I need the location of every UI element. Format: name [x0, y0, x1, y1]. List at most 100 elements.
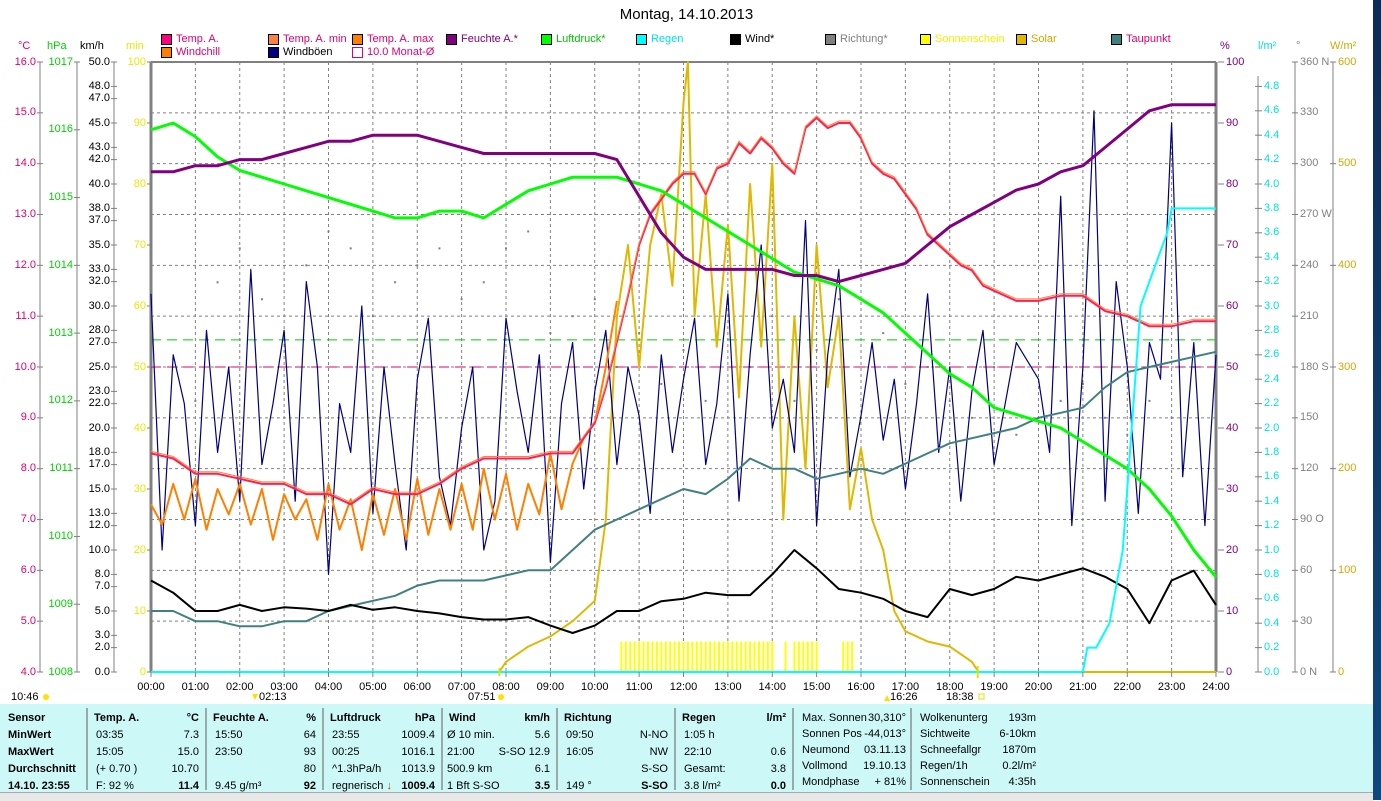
axis-tick-humidity: 0: [1226, 665, 1233, 678]
axis-tick-wind: 22.0: [88, 397, 110, 410]
axis-tick-wind: 38.0: [88, 201, 110, 214]
axis-tick-rain: 2.6: [1264, 348, 1280, 361]
series-luftdruck: [150, 121, 1218, 579]
panel-cell-label: 23:55: [332, 729, 360, 741]
panel-cell-value: 1009.4: [401, 780, 435, 792]
panel-cell-label: 15:05: [96, 746, 124, 758]
legend-label: Temp. A. max: [367, 33, 434, 45]
panel-col-direction: Richtung 09:50 N-NO 16:05 NW S-SO 149 ° S-SO: [558, 708, 676, 792]
sunshine-bar: [749, 641, 752, 672]
sunshine-bar: [846, 641, 849, 672]
panel-row-label: MinWert: [8, 729, 52, 741]
weather-chart: 00:00 01:00 02:00 03:00 04:00 05:00 06:00 07:00…: [11, 61, 1336, 703]
direction-point: [394, 281, 397, 284]
axis-tick-wind: 10.0: [88, 543, 110, 556]
legend-label: Solar: [1031, 33, 1057, 45]
panel-cell-value: 0.0: [770, 780, 786, 792]
weather-label: Sonnenschein: [920, 776, 990, 788]
axis-tick-temp: 4.0: [20, 665, 36, 678]
axis-tick-wind: 40.0: [88, 177, 110, 190]
line-luftdruck: [150, 121, 1218, 579]
panel-cell-value: 64: [303, 729, 316, 741]
axis-tick-minutes: 100: [127, 55, 146, 68]
sunshine-bar: [686, 641, 689, 672]
axis-tick-minutes: 70: [133, 238, 146, 251]
axis-tick-wind: 7.0: [94, 580, 110, 593]
sunshine-bar: [726, 641, 729, 672]
panel-cell-value: 7.3: [183, 729, 199, 741]
direction-point: [593, 298, 596, 301]
sunshine-bar: [660, 641, 663, 672]
x-tick-label: 08:00: [492, 681, 520, 693]
direction-point: [549, 332, 552, 335]
legend-label: Wind*: [745, 33, 775, 45]
axis-unit-solar: W/m²: [1330, 39, 1357, 52]
series-temp-a: [150, 115, 1216, 506]
axis-tick-pressure: 1010: [48, 529, 73, 542]
panel-col-rain: Regen l/m² 1:05 h 22:10 0.6 Gesamt: 3.8 3.8 l/m…: [676, 708, 794, 792]
panel-unit: hPa: [414, 712, 435, 724]
axis-tick-wind: 8.0: [94, 567, 110, 580]
panel-weather: Wolkenunterg 193m Sichtweite 6-10km Schneefa…: [916, 708, 1036, 790]
sunshine-bar: [678, 641, 681, 672]
legend-swatch: [1111, 33, 1122, 45]
series-feuchte-a: [151, 103, 1216, 284]
sunshine-bar: [709, 641, 712, 672]
panel-cell-value: 3.5: [534, 780, 550, 792]
sunshine-bar: [642, 641, 645, 672]
sunshine-bar: [682, 641, 685, 672]
sunshine-bar: [655, 641, 658, 672]
legend-item-temp-a: Temp. A.: [161, 33, 219, 45]
line-solar: [151, 61, 1216, 673]
direction-point: [970, 416, 973, 419]
axis-tick-pressure: 1011: [49, 462, 73, 475]
axis-unit-minutes: min: [126, 39, 144, 52]
axis-tick-humidity: 30: [1226, 482, 1239, 495]
panel-header: Regen: [682, 712, 716, 724]
sun-moon-moonset: 10:46: [11, 691, 39, 703]
x-tick-label: 05:00: [359, 681, 387, 693]
legend-swatch: [1016, 33, 1027, 45]
axis-tick-rain: 2.8: [1264, 323, 1280, 336]
axis-tick-temp: 6.0: [20, 563, 36, 576]
axis-tick-direction: 30: [1300, 614, 1313, 627]
axis-tick-solar: 0: [1338, 665, 1345, 678]
astro-value: + 81%: [874, 776, 907, 788]
direction-point: [815, 349, 818, 352]
panel-astro: Max. Sonnen 30,310° Sonnen Pos -44,013° Neum…: [798, 708, 912, 790]
sun-moon-sunset: 18:38: [946, 691, 974, 703]
axis-tick-pressure: 1008: [48, 665, 73, 678]
direction-point: [216, 281, 219, 284]
panel-col-pressure: Luftdruck hPa 23:55 1009.4 00:25 1016.1 ^1.3hP…: [324, 708, 443, 792]
weather-label: Regen/1h: [920, 760, 968, 772]
panel-cell-value: 10.70: [171, 763, 199, 775]
axis-tick-wind: 13.0: [88, 506, 110, 519]
panel-col-temp: Temp. A. °C 03:35 7.3 15:05 15.0 (+ 0.70 ) 10.7…: [88, 708, 207, 792]
axis-tick-direction: 210: [1300, 309, 1319, 322]
weather-value: 193m: [1008, 712, 1036, 724]
sunshine-bar: [851, 641, 854, 672]
legend-swatch: [268, 33, 279, 45]
panel-unit: km/h: [524, 712, 550, 724]
sunshine-bar: [766, 641, 769, 672]
panel-cell-label: 09:50: [566, 729, 594, 741]
direction-point: [793, 399, 796, 402]
axis-unit-temp: °C: [18, 39, 31, 52]
axis-tick-rain: 1.8: [1264, 445, 1280, 458]
x-tick-label: 06:00: [403, 681, 431, 693]
axis-tick-minutes: 20: [133, 543, 146, 556]
legend-swatch: [541, 33, 552, 45]
x-tick-label: 13:00: [714, 681, 742, 693]
legend-swatch: [920, 33, 931, 45]
direction-point: [1015, 433, 1018, 436]
panel-cell-value: NW: [649, 746, 668, 758]
legend-label: Taupunkt: [1126, 33, 1171, 45]
axis-tick-solar: 200: [1338, 462, 1357, 475]
axis-tick-rain: 3.6: [1264, 226, 1280, 239]
axis-tick-solar: 300: [1338, 360, 1357, 373]
panel-cell-value: S-SO: [641, 780, 668, 792]
direction-point: [438, 247, 441, 250]
sunshine-bar: [700, 641, 703, 672]
direction-point: [1126, 433, 1129, 436]
axis-tick-rain: 4.6: [1264, 104, 1280, 117]
